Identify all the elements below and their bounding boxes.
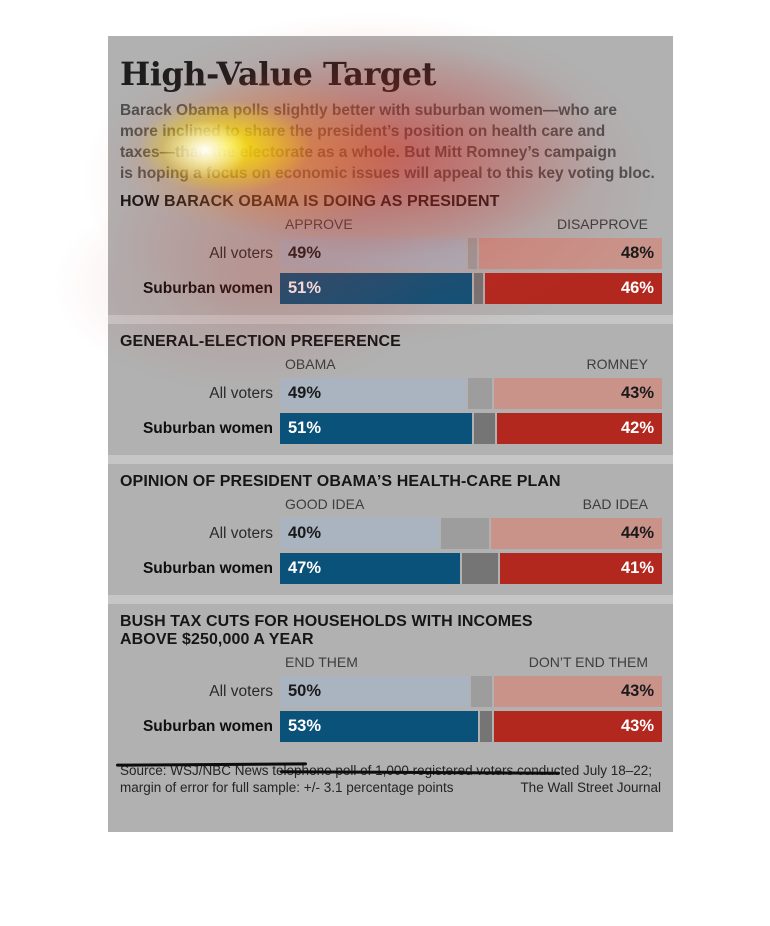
bar-value: 44% bbox=[620, 524, 654, 542]
intro-line: taxes—than the electorate as a whole. Bu… bbox=[120, 144, 617, 161]
bar-value: 49% bbox=[288, 384, 322, 402]
row-label: All voters bbox=[209, 524, 273, 542]
stacked-bar: 51% 46% bbox=[280, 273, 662, 304]
bar-value: 46% bbox=[620, 279, 654, 297]
bar-value: 43% bbox=[620, 682, 654, 700]
section-heading: HOW BARACK OBAMA IS DOING AS PRESIDENT bbox=[120, 193, 500, 210]
bar-value: 41% bbox=[620, 559, 654, 577]
right-column-header: DISAPPROVE bbox=[556, 216, 648, 232]
stacked-bar: 49% 48% bbox=[280, 238, 662, 269]
column-headers: APPROVE DISAPPROVE bbox=[108, 216, 673, 234]
page-title: High-Value Target bbox=[120, 55, 436, 93]
stacked-bar: 51% 42% bbox=[280, 413, 662, 444]
section-heading: GENERAL-ELECTION PREFERENCE bbox=[120, 333, 401, 350]
right-column-header: DON’T END THEM bbox=[528, 654, 648, 670]
bar-segment-left: 49% bbox=[280, 238, 467, 269]
section-heading: OPINION OF PRESIDENT OBAMA’S HEALTH-CARE… bbox=[120, 473, 561, 490]
section-approval: HOW BARACK OBAMA IS DOING AS PRESIDENT A… bbox=[108, 184, 673, 315]
bar-value: 43% bbox=[620, 384, 654, 402]
stacked-bar: 47% 41% bbox=[280, 553, 662, 584]
bar-value: 47% bbox=[288, 559, 322, 577]
bar-segment-right: 43% bbox=[493, 676, 662, 707]
intro-block: High-Value Target Barack Obama polls sli… bbox=[108, 36, 673, 184]
stacked-bar: 50% 43% bbox=[280, 676, 662, 707]
bar-value: 42% bbox=[620, 419, 654, 437]
right-column-header: ROMNEY bbox=[586, 356, 648, 372]
section-bush-tax-cuts: BUSH TAX CUTS FOR HOUSEHOLDS WITH INCOME… bbox=[108, 604, 673, 753]
bar-segment-undecided bbox=[462, 553, 498, 584]
bar-segment-right: 42% bbox=[496, 413, 662, 444]
bar-value: 43% bbox=[620, 717, 654, 735]
bar-row-all-voters: All voters 40% 44% bbox=[108, 518, 673, 549]
intro-line: is hoping a focus on economic issues wil… bbox=[120, 165, 655, 182]
column-headers: GOOD IDEA BAD IDEA bbox=[108, 496, 673, 514]
bar-segment-undecided bbox=[479, 711, 492, 742]
source-note: Source: WSJ/NBC News telephone poll of 1… bbox=[108, 753, 673, 796]
bar-value: 53% bbox=[288, 717, 322, 735]
bar-segment-undecided bbox=[471, 676, 492, 707]
bar-segment-left: 51% bbox=[280, 273, 472, 304]
bar-segment-right: 44% bbox=[490, 518, 662, 549]
row-label: Suburban women bbox=[142, 279, 273, 297]
row-label: Suburban women bbox=[142, 419, 273, 437]
bar-segment-left: 47% bbox=[280, 553, 461, 584]
intro-line: Barack Obama polls slightly better with … bbox=[120, 102, 617, 119]
bar-segment-left: 51% bbox=[280, 413, 472, 444]
bar-segment-left: 53% bbox=[280, 711, 478, 742]
bar-segment-right: 48% bbox=[478, 238, 662, 269]
row-label: Suburban women bbox=[142, 559, 273, 577]
bar-row-suburban-women: Suburban women 53% 43% bbox=[108, 711, 673, 742]
section-election-preference: GENERAL-ELECTION PREFERENCE OBAMA ROMNEY… bbox=[108, 324, 673, 455]
left-column-header: GOOD IDEA bbox=[285, 496, 365, 512]
bar-segment-undecided bbox=[473, 273, 483, 304]
bar-segment-undecided bbox=[473, 413, 495, 444]
bar-segment-left: 49% bbox=[280, 378, 467, 409]
right-column-header: BAD IDEA bbox=[582, 496, 648, 512]
bar-value: 49% bbox=[288, 244, 322, 262]
bar-row-all-voters: All voters 50% 43% bbox=[108, 676, 673, 707]
column-headers: END THEM DON’T END THEM bbox=[108, 654, 673, 672]
row-label: All voters bbox=[209, 244, 273, 262]
left-column-header: APPROVE bbox=[285, 216, 353, 232]
bar-row-all-voters: All voters 49% 48% bbox=[108, 238, 673, 269]
bar-row-suburban-women: Suburban women 51% 46% bbox=[108, 273, 673, 304]
bar-segment-undecided bbox=[468, 378, 492, 409]
section-divider bbox=[108, 455, 673, 464]
bar-value: 40% bbox=[288, 524, 322, 542]
stacked-bar: 53% 43% bbox=[280, 711, 662, 742]
section-health-care: OPINION OF PRESIDENT OBAMA’S HEALTH-CARE… bbox=[108, 464, 673, 595]
bar-value: 48% bbox=[620, 244, 654, 262]
bar-row-suburban-women: Suburban women 47% 41% bbox=[108, 553, 673, 584]
column-headers: OBAMA ROMNEY bbox=[108, 356, 673, 374]
bar-segment-right: 43% bbox=[493, 711, 662, 742]
bar-row-all-voters: All voters 49% 43% bbox=[108, 378, 673, 409]
source-line-2: margin of error for full sample: +/- 3.1… bbox=[120, 780, 454, 795]
bar-segment-undecided bbox=[468, 238, 477, 269]
row-label: Suburban women bbox=[142, 717, 273, 735]
bar-segment-right: 41% bbox=[499, 553, 662, 584]
bar-segment-undecided bbox=[441, 518, 489, 549]
stacked-bar: 49% 43% bbox=[280, 378, 662, 409]
infographic-panel: High-Value Target Barack Obama polls sli… bbox=[108, 36, 673, 832]
section-divider bbox=[108, 315, 673, 324]
bar-value: 51% bbox=[288, 279, 322, 297]
bar-value: 50% bbox=[288, 682, 322, 700]
section-divider bbox=[108, 595, 673, 604]
left-column-header: END THEM bbox=[285, 654, 358, 670]
left-column-header: OBAMA bbox=[285, 356, 336, 372]
bar-row-suburban-women: Suburban women 51% 42% bbox=[108, 413, 673, 444]
bar-segment-right: 43% bbox=[493, 378, 662, 409]
bar-segment-left: 40% bbox=[280, 518, 440, 549]
bar-value: 51% bbox=[288, 419, 322, 437]
publication-credit: The Wall Street Journal bbox=[520, 780, 661, 795]
stacked-bar: 40% 44% bbox=[280, 518, 662, 549]
row-label: All voters bbox=[209, 384, 273, 402]
section-heading: BUSH TAX CUTS FOR HOUSEHOLDS WITH INCOME… bbox=[120, 613, 533, 648]
row-label: All voters bbox=[209, 682, 273, 700]
bar-segment-left: 50% bbox=[280, 676, 469, 707]
intro-line: more inclined to share the president’s p… bbox=[120, 123, 606, 140]
bar-segment-right: 46% bbox=[484, 273, 662, 304]
intro-paragraph: Barack Obama polls slightly better with … bbox=[120, 100, 659, 184]
